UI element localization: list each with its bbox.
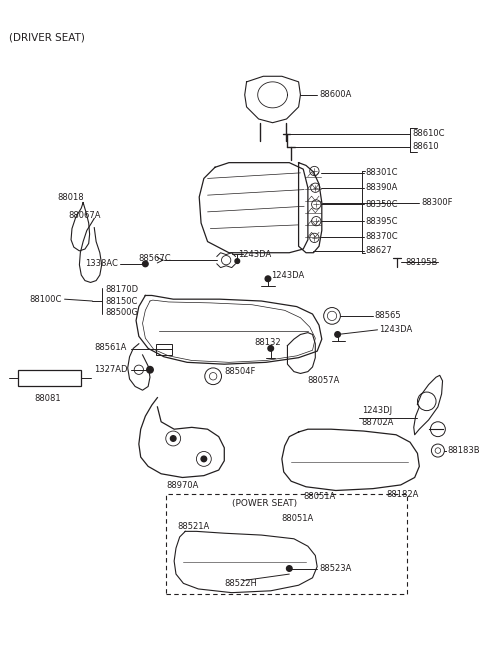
Text: 88018: 88018 (57, 193, 84, 202)
Text: 88057A: 88057A (308, 377, 340, 385)
Text: 88522H: 88522H (224, 579, 257, 588)
Text: (POWER SEAT): (POWER SEAT) (232, 499, 297, 508)
Text: (DRIVER SEAT): (DRIVER SEAT) (9, 32, 84, 43)
Text: 88504F: 88504F (224, 367, 256, 376)
Circle shape (143, 261, 148, 267)
Text: 88132: 88132 (254, 339, 281, 347)
Text: 88600A: 88600A (319, 90, 351, 100)
Text: 1327AD: 1327AD (94, 365, 128, 374)
Text: 1338AC: 1338AC (85, 259, 118, 269)
Text: 88610: 88610 (412, 142, 439, 151)
Text: 88567C: 88567C (139, 253, 171, 263)
Text: 88100C: 88100C (29, 295, 61, 304)
Text: 88500G: 88500G (106, 308, 138, 316)
Circle shape (147, 367, 153, 373)
Circle shape (201, 456, 207, 462)
Bar (156, 344, 172, 355)
Bar (18, 370, 81, 386)
Text: 88702A: 88702A (362, 418, 394, 427)
Circle shape (265, 276, 271, 282)
Text: 88195B: 88195B (406, 257, 438, 267)
Circle shape (335, 331, 340, 337)
Text: 1243DA: 1243DA (379, 326, 413, 334)
Text: 88051A: 88051A (303, 493, 336, 502)
Text: 88051A: 88051A (282, 514, 314, 523)
Text: 1243DJ: 1243DJ (362, 406, 392, 415)
Text: 88170D: 88170D (106, 286, 139, 294)
Text: 88370C: 88370C (365, 233, 398, 242)
Text: 88081: 88081 (34, 394, 60, 403)
Text: 88627: 88627 (365, 246, 392, 255)
Text: 88182A: 88182A (387, 490, 419, 498)
Circle shape (287, 566, 292, 571)
Text: 88523A: 88523A (319, 564, 351, 573)
Text: 88150C: 88150C (106, 297, 138, 305)
Text: 88395C: 88395C (365, 217, 398, 226)
Text: 88970A: 88970A (167, 481, 199, 491)
Text: 88301C: 88301C (365, 168, 398, 178)
Text: 88067A: 88067A (68, 211, 101, 220)
Text: 88390A: 88390A (365, 183, 398, 192)
Text: 88561A: 88561A (94, 343, 127, 352)
Text: 88565: 88565 (375, 311, 401, 320)
Circle shape (170, 436, 176, 441)
Text: 1243DA: 1243DA (271, 271, 304, 280)
Text: 88350C: 88350C (365, 200, 398, 209)
Circle shape (235, 259, 240, 263)
Text: 88300F: 88300F (421, 198, 453, 207)
Text: 1243DA: 1243DA (238, 250, 272, 259)
Text: 88521A: 88521A (178, 522, 210, 531)
Text: 88610C: 88610C (412, 129, 444, 138)
Circle shape (268, 346, 274, 351)
Text: 88183B: 88183B (447, 446, 480, 455)
